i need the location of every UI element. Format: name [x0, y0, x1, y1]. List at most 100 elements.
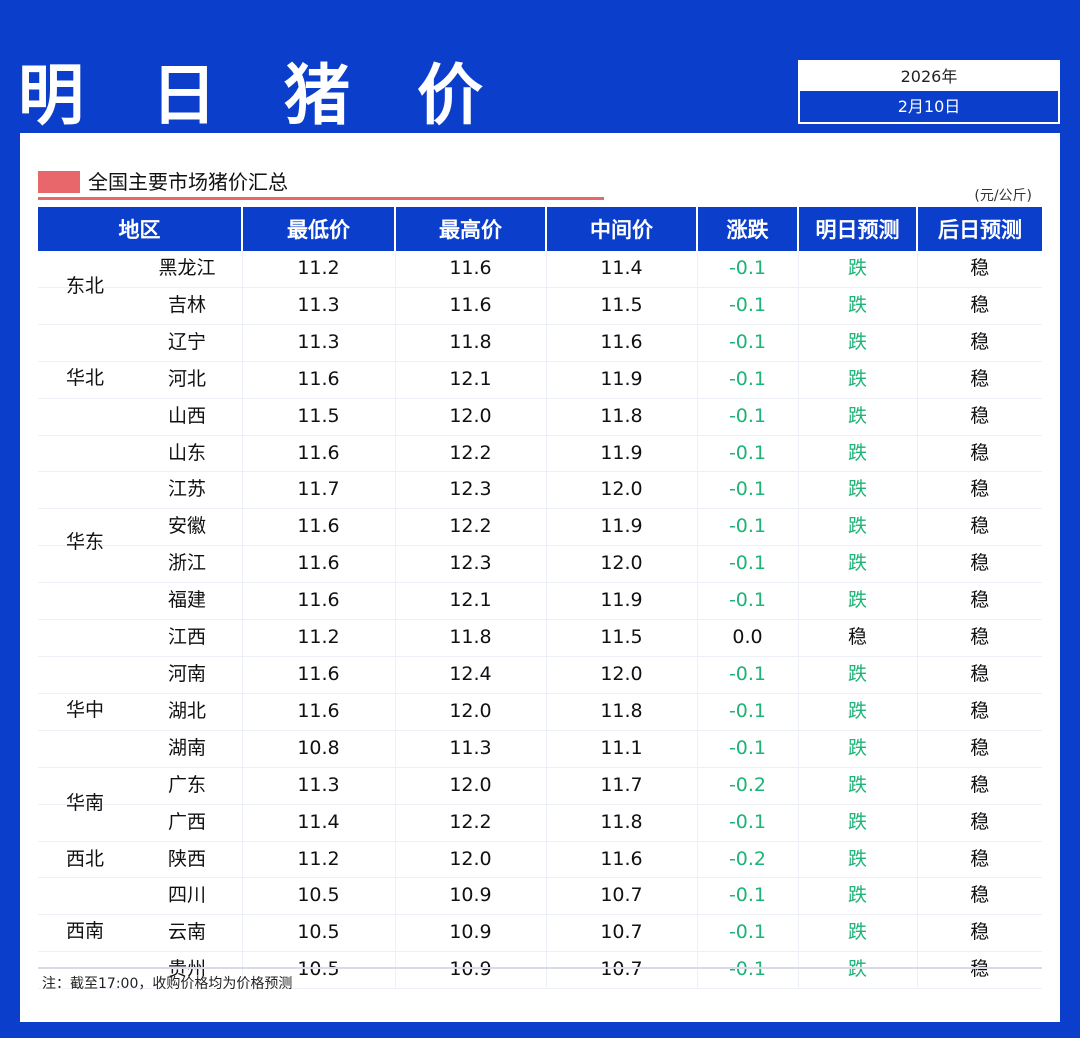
forecast-tomorrow-cell: 跌	[798, 545, 918, 584]
mid-price-cell: 10.7	[546, 951, 698, 990]
forecast-after-cell: 稳	[917, 951, 1042, 990]
date-box: 2026年 2月10日	[798, 60, 1060, 124]
forecast-after-cell: 稳	[917, 435, 1042, 473]
min-price-cell: 11.4	[242, 804, 396, 842]
forecast-after-cell: 稳	[917, 398, 1042, 436]
column-header: 最高价	[395, 207, 547, 251]
province-label: 黑龙江	[158, 257, 216, 279]
column-header: 后日预测	[917, 207, 1042, 251]
mid-price-cell: 11.5	[546, 619, 698, 657]
province-label: 吉林	[167, 293, 206, 316]
mid-price-cell: 11.9	[546, 435, 698, 473]
mid-price-cell: 11.9	[546, 582, 698, 621]
table-header-row: 地区 最低价 最高价 中间价 涨跌 明日预测 后日预测	[38, 207, 1042, 251]
forecast-after-cell: 稳	[917, 693, 1042, 731]
min-price-cell: 11.3	[242, 767, 396, 805]
forecast-tomorrow-cell: 跌	[798, 656, 918, 694]
province-label: 广西	[167, 810, 206, 833]
forecast-tomorrow-cell: 跌	[798, 435, 918, 473]
region-cell: 山西	[38, 398, 243, 436]
region-cell: 广西	[38, 804, 243, 842]
region-cell: 西南 四川	[38, 877, 243, 942]
table-row: 河北 11.6 12.1 11.9 -0.1 跌稳	[38, 361, 1042, 399]
change-cell: -0.1	[697, 545, 799, 584]
forecast-tomorrow-cell: 跌	[798, 582, 918, 621]
mid-price-cell: 10.7	[546, 914, 698, 953]
column-header: 地区	[38, 207, 243, 251]
mid-price-cell: 11.9	[546, 508, 698, 547]
max-price-cell: 12.0	[395, 841, 547, 879]
forecast-after-cell: 稳	[917, 287, 1042, 325]
change-cell: -0.1	[697, 693, 799, 731]
province-label: 山东	[167, 441, 206, 464]
column-header: 明日预测	[798, 207, 918, 251]
region-label: 华中	[65, 698, 104, 721]
forecast-after-cell: 稳	[917, 471, 1042, 510]
mid-price-cell: 11.7	[546, 767, 698, 805]
region-cell: 江西	[38, 619, 243, 657]
change-cell: -0.1	[697, 656, 799, 694]
mid-price-cell: 11.6	[546, 841, 698, 879]
change-cell: -0.1	[697, 398, 799, 436]
table-row: 华南 广东 11.3 12.0 11.7 -0.2 跌稳	[38, 767, 1042, 814]
province-label: 四川	[167, 884, 206, 907]
forecast-after-cell: 稳	[917, 914, 1042, 953]
max-price-cell: 11.3	[395, 730, 547, 768]
table-body: 东北 黑龙江 11.2 11.6 11.4 -0.1 跌稳吉林 11.3 11.6 11.5 -0.…	[38, 251, 1042, 990]
forecast-tomorrow-cell: 跌	[798, 951, 918, 990]
change-cell: -0.1	[697, 361, 799, 399]
change-cell: -0.1	[697, 508, 799, 547]
min-price-cell: 10.5	[242, 877, 396, 916]
mid-price-cell: 11.5	[546, 287, 698, 325]
province-label: 广东	[167, 773, 206, 796]
min-price-cell: 11.6	[242, 656, 396, 694]
region-cell: 湖北	[38, 693, 243, 731]
region-cell: 贵州	[38, 951, 243, 990]
max-price-cell: 12.1	[395, 361, 547, 399]
table-row: 安徽 11.6 12.2 11.9 -0.1 跌稳	[38, 508, 1042, 547]
change-cell: -0.1	[697, 730, 799, 768]
mid-price-cell: 11.9	[546, 361, 698, 399]
forecast-tomorrow-cell: 跌	[798, 324, 918, 362]
region-cell: 福建	[38, 582, 243, 621]
forecast-after-cell: 稳	[917, 730, 1042, 768]
max-price-cell: 12.3	[395, 545, 547, 584]
forecast-after-cell: 稳	[917, 619, 1042, 657]
region-cell: 河北	[38, 361, 243, 399]
change-cell: -0.1	[697, 471, 799, 510]
max-price-cell: 10.9	[395, 877, 547, 916]
min-price-cell: 10.5	[242, 914, 396, 953]
region-label: 西南	[65, 920, 104, 943]
province-label: 安徽	[167, 515, 206, 538]
province-label: 浙江	[167, 552, 206, 575]
table-row: 湖南 10.8 11.3 11.1 -0.1 跌稳	[38, 730, 1042, 768]
change-cell: -0.2	[697, 767, 799, 805]
region-cell: 华北 辽宁	[38, 324, 243, 389]
max-price-cell: 11.6	[395, 287, 547, 325]
table-row: 贵州 10.5 10.9 10.7 -0.1 跌稳	[38, 951, 1042, 990]
min-price-cell: 11.2	[242, 251, 396, 288]
change-cell: -0.1	[697, 251, 799, 288]
min-price-cell: 11.2	[242, 841, 396, 879]
forecast-tomorrow-cell: 跌	[798, 398, 918, 436]
table-row: 西南 四川 10.5 10.9 10.7 -0.1 跌稳	[38, 877, 1042, 942]
column-header: 中间价	[546, 207, 698, 251]
mid-price-cell: 12.0	[546, 545, 698, 584]
region-cell: 安徽	[38, 508, 243, 547]
column-header: 涨跌	[697, 207, 799, 251]
province-label: 辽宁	[167, 330, 206, 353]
forecast-after-cell: 稳	[917, 324, 1042, 362]
province-label: 江西	[167, 626, 206, 649]
region-label: 华南	[65, 791, 104, 814]
change-cell: -0.1	[697, 951, 799, 990]
min-price-cell: 11.5	[242, 398, 396, 436]
column-header: 最低价	[242, 207, 396, 251]
forecast-after-cell: 稳	[917, 841, 1042, 879]
table-row: 浙江 11.6 12.3 12.0 -0.1 跌稳	[38, 545, 1042, 584]
province-label: 山西	[167, 404, 206, 427]
change-cell: -0.1	[697, 804, 799, 842]
section-header: 全国主要市场猪价汇总	[38, 169, 604, 200]
forecast-after-cell: 稳	[917, 251, 1042, 288]
max-price-cell: 12.0	[395, 767, 547, 805]
region-cell: 华东 山东	[38, 435, 243, 553]
